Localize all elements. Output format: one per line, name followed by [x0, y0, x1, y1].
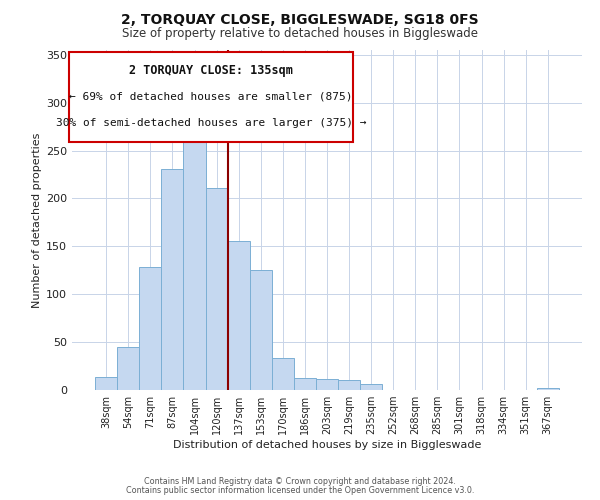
Text: ← 69% of detached houses are smaller (875): ← 69% of detached houses are smaller (87…: [69, 92, 353, 102]
Bar: [184, 121, 206, 390]
Text: 30% of semi-detached houses are larger (375) →: 30% of semi-detached houses are larger (…: [56, 118, 366, 128]
Bar: [161, 169, 184, 390]
Text: Contains HM Land Registry data © Crown copyright and database right 2024.: Contains HM Land Registry data © Crown c…: [144, 477, 456, 486]
Text: 2, TORQUAY CLOSE, BIGGLESWADE, SG18 0FS: 2, TORQUAY CLOSE, BIGGLESWADE, SG18 0FS: [121, 12, 479, 26]
Bar: [272, 358, 294, 390]
Bar: [227, 240, 250, 390]
Text: Size of property relative to detached houses in Biggleswade: Size of property relative to detached ho…: [122, 28, 478, 40]
Bar: [338, 380, 360, 390]
Text: 2 TORQUAY CLOSE: 135sqm: 2 TORQUAY CLOSE: 135sqm: [129, 64, 293, 76]
FancyBboxPatch shape: [70, 52, 353, 142]
Bar: [316, 380, 338, 390]
Bar: [95, 376, 117, 390]
Bar: [250, 270, 272, 390]
Bar: [537, 388, 559, 390]
Text: Contains public sector information licensed under the Open Government Licence v3: Contains public sector information licen…: [126, 486, 474, 495]
Bar: [206, 188, 227, 390]
Bar: [139, 268, 161, 390]
Bar: [294, 378, 316, 390]
X-axis label: Distribution of detached houses by size in Biggleswade: Distribution of detached houses by size …: [173, 440, 481, 450]
Y-axis label: Number of detached properties: Number of detached properties: [32, 132, 42, 308]
Bar: [117, 347, 139, 390]
Bar: [360, 384, 382, 390]
